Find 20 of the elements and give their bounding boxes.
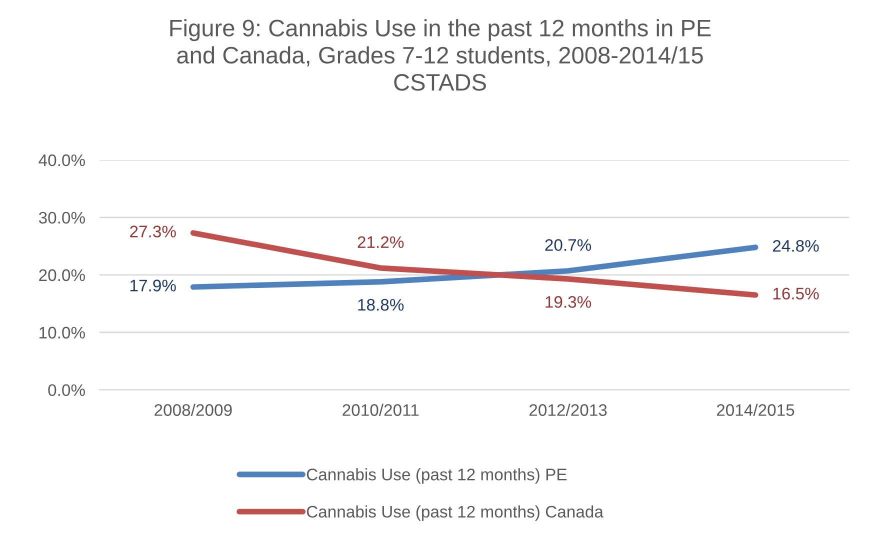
x-tick-label: 2010/2011 (342, 404, 419, 416)
y-tick-label: 10.0% (40, 326, 85, 339)
y-tick-label: 40.0% (38, 154, 85, 166)
data-label: 17.9% (130, 280, 176, 292)
x-tick-label: 2008/2009 (154, 404, 232, 416)
y-tick-label: 0.0% (48, 384, 85, 396)
legend-label: Cannabis Use (past 12 months) PE (306, 468, 567, 484)
y-tick-label: 20.0% (39, 269, 85, 282)
data-label: 27.3% (130, 226, 176, 238)
data-label: 24.8% (772, 240, 819, 252)
data-label: 20.7% (545, 239, 592, 251)
x-tick-label: 2014/2015 (716, 404, 794, 416)
data-label: 21.2% (358, 236, 404, 248)
data-label: 18.8% (358, 298, 404, 311)
legend-label: Cannabis Use (past 12 months) Canada (306, 505, 604, 521)
y-tick-label: 30.0% (38, 212, 85, 224)
x-tick-label: 2012/2013 (529, 404, 607, 416)
data-label: 19.3% (546, 296, 592, 308)
chart-title: Figure 9: Cannabis Use in the past 12 months in PE and Canada, Grades 7-12 students, 2008-2014/15 CSTADS (170, 19, 711, 91)
data-label: 16.5% (773, 288, 819, 300)
